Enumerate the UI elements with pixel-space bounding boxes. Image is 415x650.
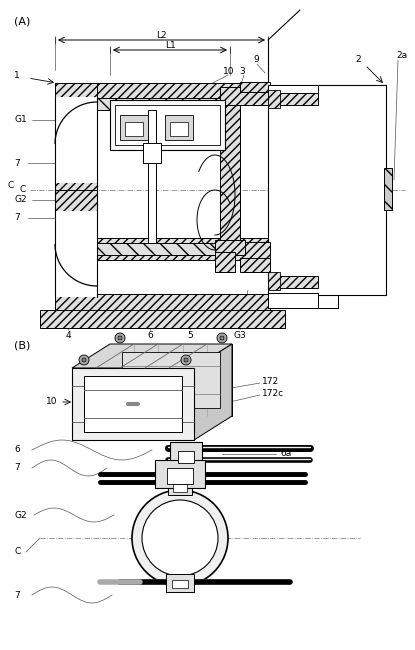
Text: 10: 10 (46, 398, 58, 406)
Bar (166, 574, 194, 592)
Bar (55, 238, 270, 260)
Text: 7: 7 (14, 213, 20, 222)
Bar (120, 115, 148, 140)
Bar (220, 98, 240, 255)
Circle shape (118, 336, 122, 340)
Text: G3: G3 (234, 330, 247, 339)
Bar (55, 83, 97, 190)
Text: 172: 172 (262, 378, 279, 387)
Text: C: C (8, 181, 14, 190)
Text: 3: 3 (239, 68, 245, 77)
Bar (110, 100, 225, 150)
Bar (268, 272, 280, 290)
Bar (122, 352, 220, 408)
Bar (240, 82, 270, 92)
Text: 10: 10 (223, 68, 234, 77)
Bar (168, 481, 192, 495)
Bar (97, 98, 227, 110)
Circle shape (132, 490, 228, 586)
Text: L2: L2 (156, 31, 166, 40)
Text: 1: 1 (14, 70, 20, 79)
Bar (148, 110, 156, 243)
Bar (268, 85, 386, 295)
Text: C: C (14, 547, 20, 556)
Bar (268, 93, 318, 105)
Circle shape (184, 358, 188, 362)
Bar (268, 85, 318, 95)
Bar (240, 258, 270, 272)
Bar (143, 143, 161, 163)
Bar (215, 240, 245, 255)
Bar (170, 122, 188, 136)
Bar (55, 211, 97, 297)
Bar (268, 276, 318, 288)
Text: 172c: 172c (262, 389, 284, 398)
Text: (A): (A) (14, 17, 30, 27)
Bar (55, 83, 270, 105)
Text: 6a: 6a (280, 450, 291, 458)
Bar (220, 242, 270, 260)
Bar (155, 460, 205, 488)
Text: G1: G1 (14, 116, 27, 125)
Bar (84, 376, 182, 432)
Circle shape (115, 333, 125, 343)
Bar (215, 252, 235, 272)
Polygon shape (72, 368, 194, 440)
Circle shape (181, 355, 191, 365)
Text: L1: L1 (165, 42, 176, 51)
Text: 7: 7 (14, 159, 20, 168)
Bar (384, 168, 392, 210)
Text: 9: 9 (253, 55, 259, 64)
Bar (115, 105, 220, 145)
Bar (125, 122, 143, 136)
Bar (220, 87, 270, 105)
Bar (170, 442, 202, 467)
Polygon shape (110, 344, 232, 416)
Bar (40, 310, 285, 328)
Circle shape (217, 333, 227, 343)
Text: 6: 6 (147, 330, 153, 339)
Text: 5: 5 (187, 330, 193, 339)
Text: C: C (20, 185, 26, 194)
Bar (165, 115, 193, 140)
Bar (172, 580, 188, 588)
Circle shape (142, 500, 218, 576)
Bar (55, 190, 97, 297)
Circle shape (79, 355, 89, 365)
Bar (268, 293, 318, 308)
Bar (178, 451, 194, 463)
Bar (167, 468, 193, 484)
Text: G2: G2 (14, 196, 27, 205)
Bar (55, 294, 270, 314)
Text: G2: G2 (14, 510, 27, 519)
Text: 6: 6 (14, 445, 20, 454)
Bar (268, 90, 280, 108)
Polygon shape (194, 344, 232, 440)
Text: 2a: 2a (396, 51, 407, 60)
Bar (55, 97, 97, 183)
Text: 7: 7 (14, 463, 20, 473)
Bar (173, 484, 187, 492)
Text: 4: 4 (65, 330, 71, 339)
Circle shape (220, 336, 224, 340)
Bar (97, 243, 227, 255)
Text: (B): (B) (14, 340, 30, 350)
Text: 2: 2 (355, 55, 361, 64)
Text: 7: 7 (14, 590, 20, 599)
Circle shape (82, 358, 86, 362)
Polygon shape (72, 344, 232, 368)
